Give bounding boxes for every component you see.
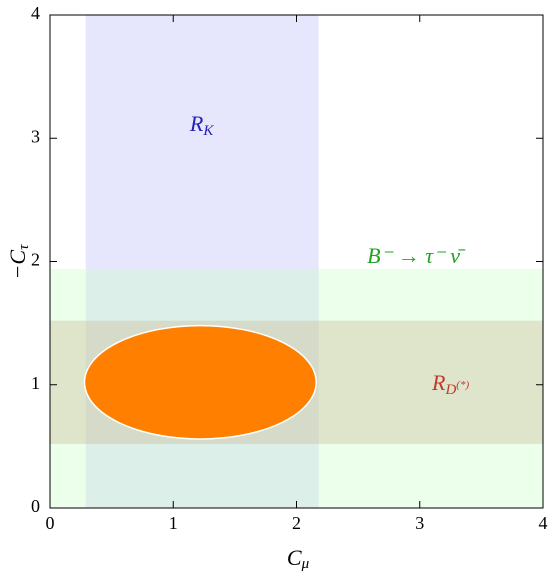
- label-base: B⁻ → τ⁻ ν̄: [367, 243, 466, 268]
- x-label-base: C: [287, 545, 302, 570]
- x-tick-label: 2: [292, 513, 301, 533]
- band-label: B⁻ → τ⁻ ν̄: [367, 243, 466, 268]
- x-tick-label: 1: [169, 513, 178, 533]
- y-axis-label: −Cτ: [5, 244, 32, 280]
- label-base: R: [431, 370, 446, 395]
- x-tick-label: 0: [46, 513, 55, 533]
- x-axis-label: Cμ: [287, 545, 310, 572]
- y-tick-label: 1: [31, 373, 40, 393]
- y-label-base: −C: [5, 250, 30, 280]
- band-label: RK: [189, 111, 214, 139]
- y-label-sub: τ: [16, 244, 32, 250]
- label-base: R: [189, 111, 204, 136]
- x-tick-label: 3: [415, 513, 424, 533]
- x-label-sub: μ: [301, 556, 310, 572]
- y-tick-label: 0: [31, 496, 40, 516]
- label-sub: K: [202, 123, 214, 139]
- label-sup: (*): [456, 378, 469, 390]
- y-tick-label: 2: [31, 250, 40, 270]
- x-tick-label: 4: [539, 513, 548, 533]
- y-tick-label: 4: [31, 3, 40, 23]
- y-tick-label: 3: [31, 126, 40, 146]
- ellipse-region: [83, 324, 317, 440]
- label-sub: D: [444, 382, 456, 398]
- band-label: RD(*): [431, 370, 469, 398]
